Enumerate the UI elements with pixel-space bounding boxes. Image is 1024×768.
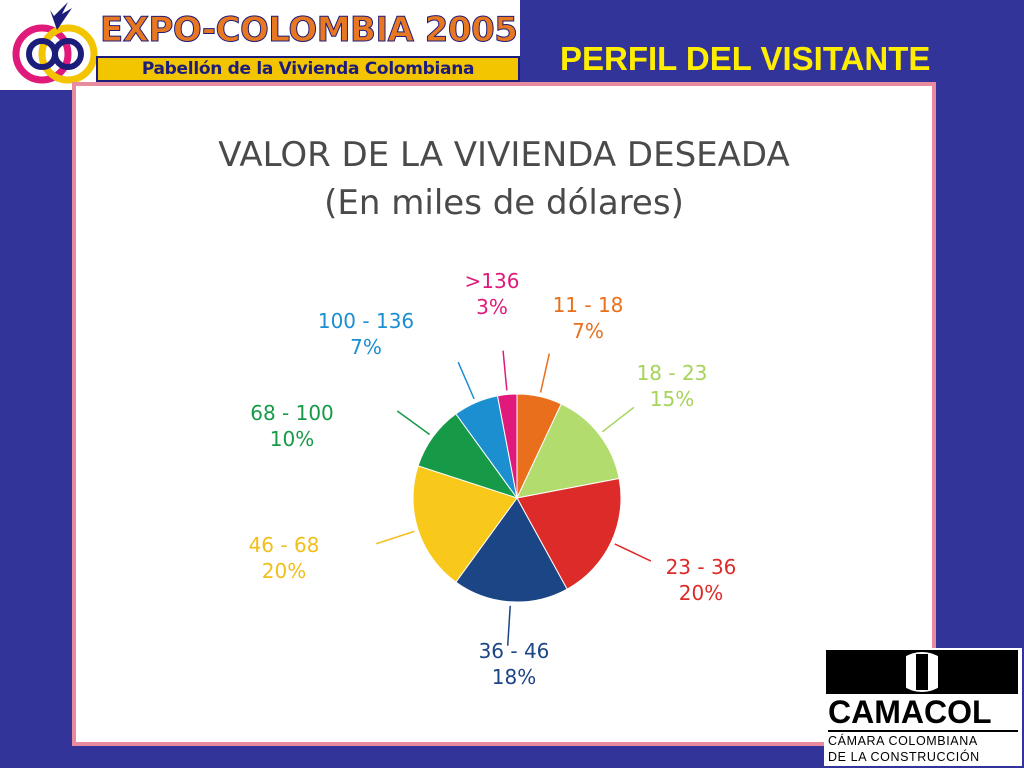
banner-title: EXPO-COLOMBIA 2005: [99, 10, 518, 51]
pie-slice: [412, 465, 518, 583]
expo-logo-icon: [12, 2, 98, 84]
chart-title: VALOR DE LA VIVIENDA DESEADA: [218, 135, 790, 175]
pie-slice: [455, 497, 568, 603]
slice-value-label: 7%: [350, 335, 382, 359]
leader-line: [539, 353, 551, 393]
slice-value-label: 20%: [262, 559, 306, 583]
slice-category-label: 11 - 18: [553, 293, 624, 317]
slice-value-label: 3%: [476, 295, 508, 319]
camacol-name: CAMACOL: [828, 694, 992, 730]
camacol-line1: CÁMARA COLOMBIANA: [828, 734, 978, 748]
chart-panel: VALOR DE LA VIVIENDA DESEADA (En miles de…: [72, 82, 936, 746]
leader-line: [506, 605, 511, 646]
chart-subtitle: (En miles de dólares): [324, 183, 684, 223]
expo-banner: EXPO-COLOMBIA 2005 Pabellón de la Vivien…: [0, 0, 520, 90]
slice-value-label: 7%: [572, 319, 604, 343]
slice-category-label: 18 - 23: [637, 361, 708, 385]
camacol-line2: DE LA CONSTRUCCIÓN: [828, 750, 980, 764]
pie-slice: [516, 477, 622, 590]
section-title: PERFIL DEL VISITANTE: [560, 40, 931, 77]
slice-category-label: 36 - 46: [479, 639, 550, 663]
pie-chart: VALOR DE LA VIVIENDA DESEADA (En miles de…: [218, 135, 790, 689]
slice-category-label: 68 - 100: [250, 401, 334, 425]
leader-line: [376, 530, 415, 545]
banner-subtitle: Pabellón de la Vivienda Colombiana: [96, 56, 520, 82]
slice-category-label: 100 - 136: [318, 309, 414, 333]
leader-line: [457, 361, 475, 400]
leader-line: [396, 410, 431, 436]
slice-value-label: 15%: [650, 387, 694, 411]
slice-value-label: 10%: [270, 427, 314, 451]
slice-value-label: 20%: [679, 581, 723, 605]
leader-line: [614, 543, 652, 562]
leader-line: [601, 406, 635, 433]
pie-slice: [496, 393, 518, 499]
slice-category-label: >136: [465, 269, 520, 293]
pie-slice: [516, 403, 620, 499]
camacol-divider: [828, 730, 1018, 732]
leader-line: [502, 350, 508, 391]
camacol-emblem-band: [826, 650, 1018, 694]
camacol-logo: CAMACOL CÁMARA COLOMBIANA DE LA CONSTRUC…: [824, 648, 1022, 766]
slice-category-label: 23 - 36: [666, 555, 737, 579]
slice-category-label: 46 - 68: [249, 533, 320, 557]
camacol-emblem-icon: [890, 652, 954, 692]
slice-value-label: 18%: [492, 665, 536, 689]
